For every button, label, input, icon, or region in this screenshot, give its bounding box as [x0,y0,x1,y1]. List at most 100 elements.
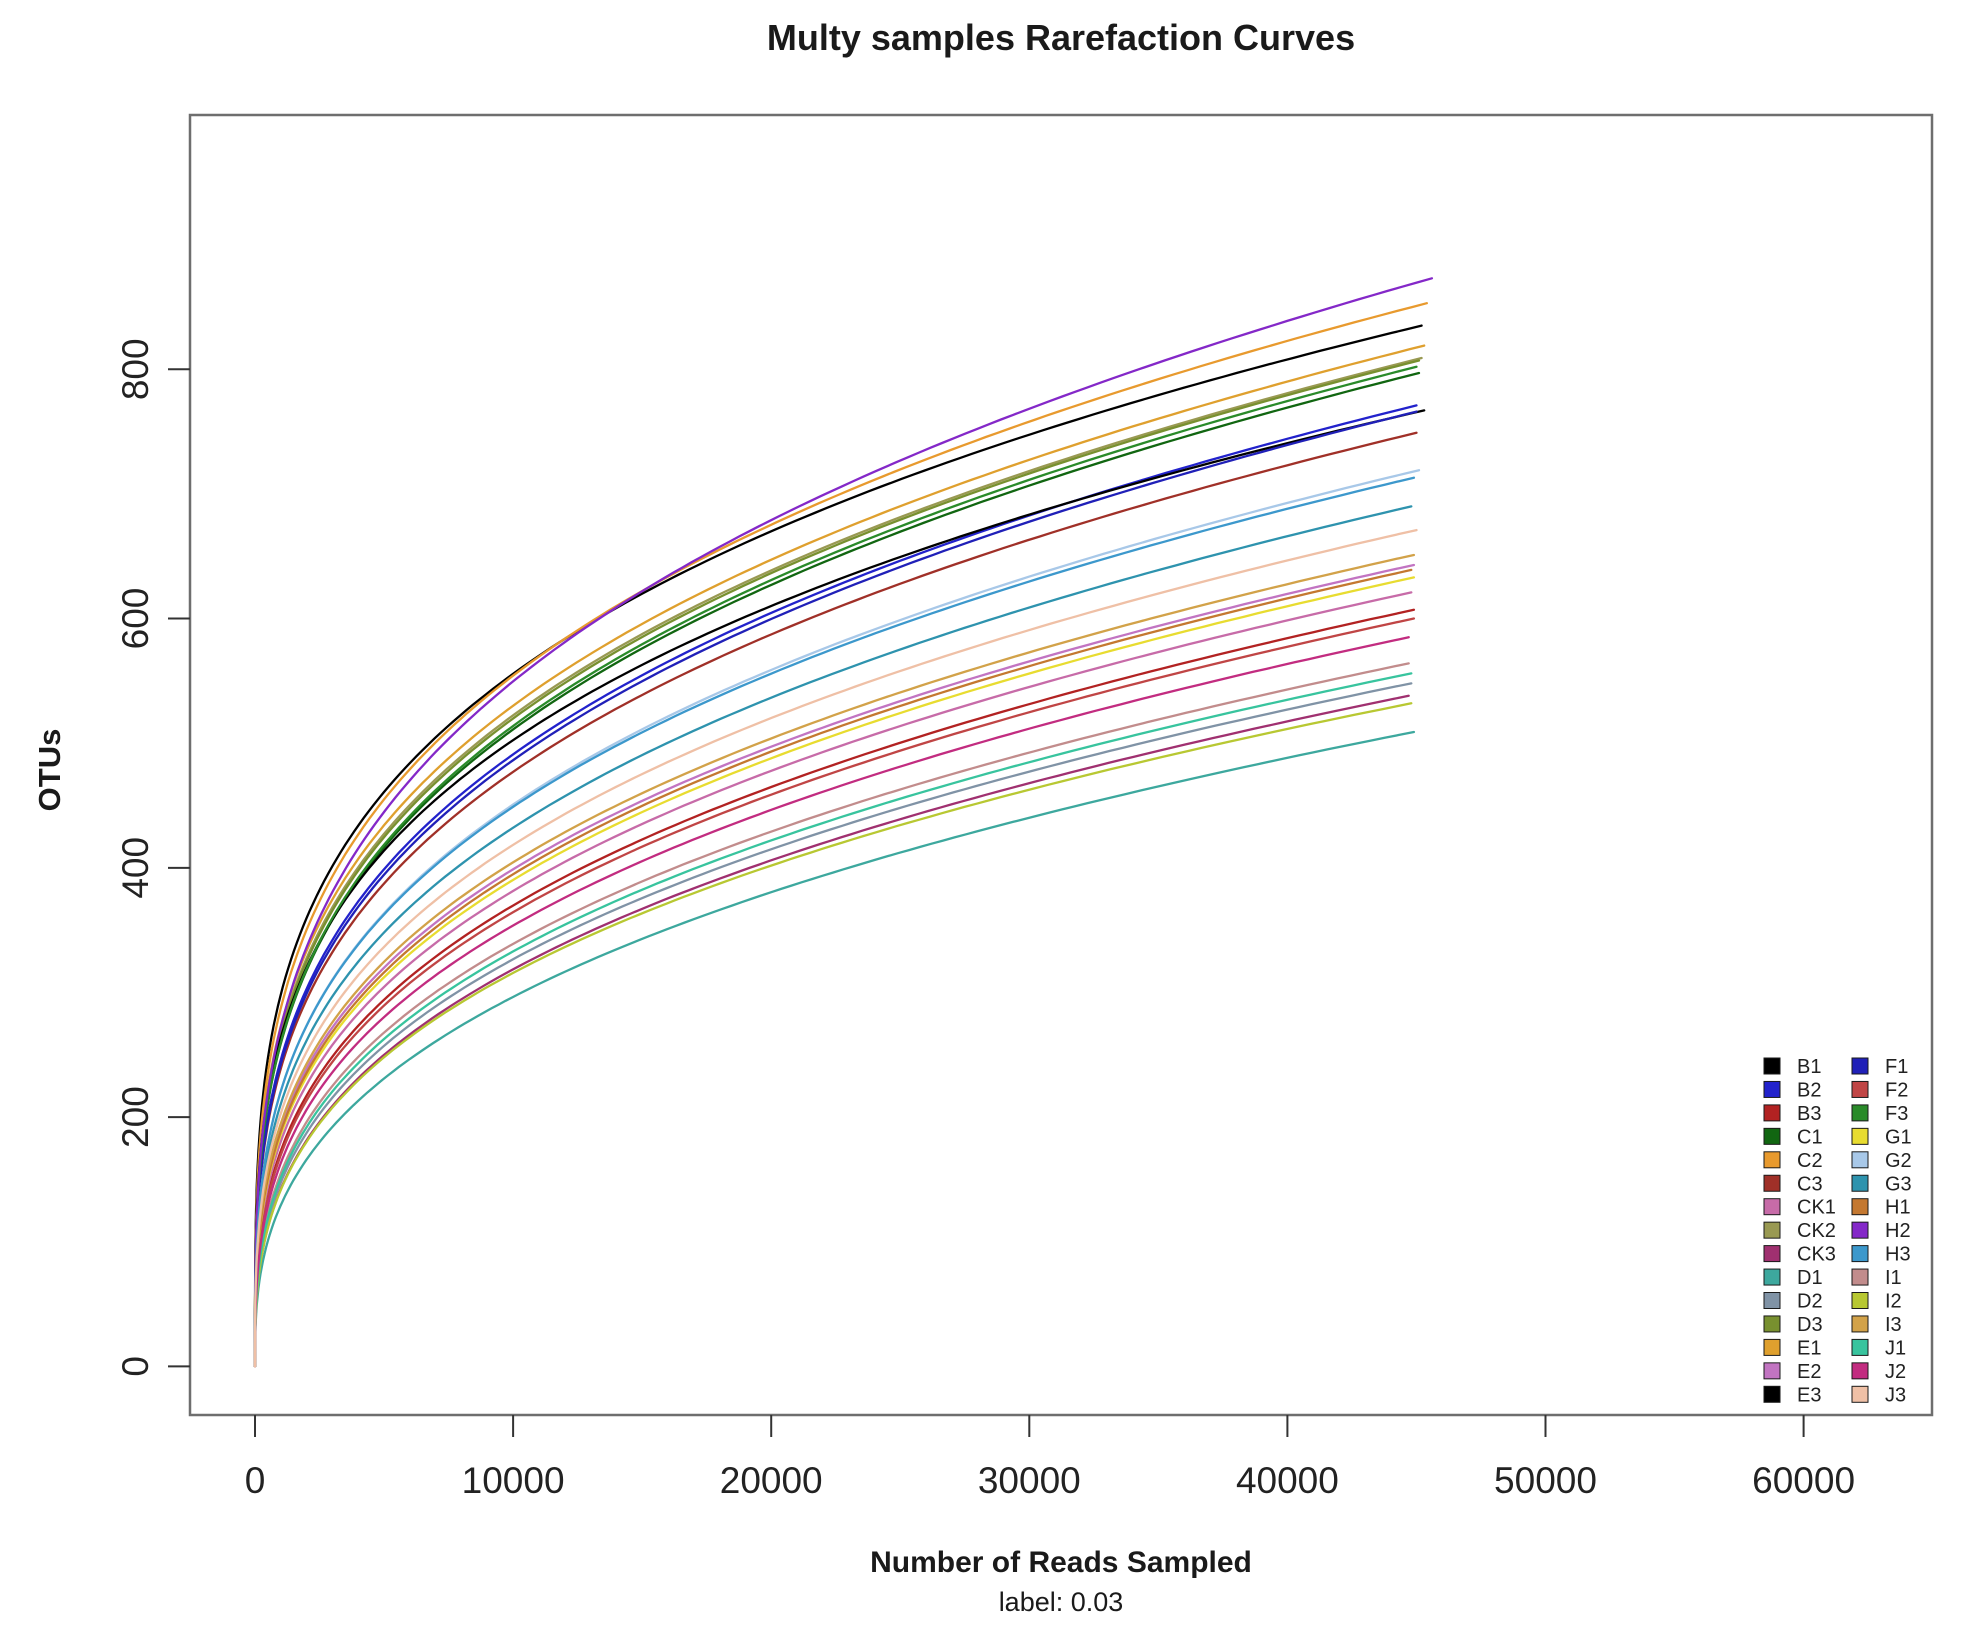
legend-swatch-CK1 [1763,1198,1781,1216]
legend-label-G1: G1 [1885,1126,1912,1148]
x-tick-label: 20000 [720,1460,823,1501]
curve-E2 [253,563,1416,1368]
legend-label-CK2: CK2 [1797,1220,1836,1242]
legend-label-C3: C3 [1797,1173,1823,1195]
legend-label-B2: B2 [1797,1079,1821,1101]
x-axis-sublabel: label: 0.03 [999,1587,1124,1617]
legend-label-D1: D1 [1797,1267,1823,1289]
chart-title: Multy samples Rarefaction Curves [767,17,1355,58]
legend-label-CK1: CK1 [1797,1197,1836,1219]
legend-swatch-D1 [1763,1268,1781,1286]
legend-label-E3: E3 [1797,1384,1821,1406]
legend-swatch-G1 [1851,1127,1869,1145]
legend-swatch-D3 [1763,1315,1781,1333]
legend-swatch-F2 [1851,1080,1869,1098]
legend-label-E2: E2 [1797,1361,1821,1383]
legend-swatch-B2 [1763,1080,1781,1098]
curve-C3 [253,431,1418,1368]
legend-label-F3: F3 [1885,1103,1908,1125]
x-tick-label: 10000 [462,1460,565,1501]
curve-F3 [253,365,1418,1368]
legend-label-B3: B3 [1797,1103,1821,1125]
curve-H3 [253,476,1416,1368]
legend-label-J3: J3 [1885,1384,1906,1406]
y-tick-label: 400 [115,837,156,899]
curve-G1 [253,576,1416,1368]
legend-swatch-I2 [1851,1292,1869,1309]
legend-label-B1: B1 [1797,1056,1821,1078]
legend-swatch-C2 [1763,1151,1781,1169]
legend-label-F2: F2 [1885,1079,1908,1101]
curve-J3 [253,528,1418,1368]
curve-H2 [253,277,1434,1368]
legend-swatch-H2 [1851,1221,1869,1239]
legend-swatch-D2 [1763,1292,1781,1309]
legend-label-F1: F1 [1885,1056,1908,1078]
y-tick-label: 800 [115,338,156,400]
curve-E1 [253,344,1426,1368]
curve-F1 [253,410,1418,1368]
curve-D3 [253,359,1421,1368]
legend-swatch-G2 [1851,1151,1869,1169]
y-axis-ticks: 0 200 400 600 800 [115,338,190,1377]
curve-G3 [253,505,1413,1368]
curve-C2 [253,302,1428,1368]
curve-I1 [253,662,1410,1368]
legend-label-D2: D2 [1797,1291,1823,1313]
legend-swatch-F1 [1851,1057,1869,1075]
legend-swatch-I1 [1851,1268,1869,1286]
x-tick-label: 30000 [978,1460,1081,1501]
curve-B3 [253,608,1416,1368]
curve-B1 [253,324,1423,1368]
legend-label-E1: E1 [1797,1337,1821,1359]
legend-swatch-B3 [1763,1104,1781,1122]
legend-label-I1: I1 [1885,1267,1902,1289]
x-axis-ticks: 0 10000 20000 30000 40000 50000 60000 [245,1415,1855,1501]
legend-swatch-E1 [1763,1338,1781,1356]
plot-border [188,113,1934,1417]
x-tick-label: 60000 [1752,1460,1855,1501]
legend-label-G2: G2 [1885,1150,1912,1172]
legend-swatch-J3 [1851,1385,1869,1403]
legend-label-D3: D3 [1797,1314,1823,1336]
legend-label-I2: I2 [1885,1291,1902,1313]
legend-swatch-E2 [1763,1362,1781,1380]
x-axis-label: Number of Reads Sampled [870,1546,1252,1579]
legend-label-I3: I3 [1885,1314,1902,1336]
legend-swatch-CK2 [1763,1221,1781,1239]
legend-swatch-G3 [1851,1174,1869,1192]
legend-swatch-B1 [1763,1057,1781,1075]
legend-label-J1: J1 [1885,1337,1906,1359]
legend-label-G3: G3 [1885,1173,1912,1195]
curve-I3 [253,553,1416,1368]
legend-label-H3: H3 [1885,1244,1911,1266]
curve-J1 [253,672,1413,1368]
y-axis-label: OTUs [32,729,67,812]
curve-D2 [253,682,1413,1368]
curve-F2 [253,617,1416,1368]
legend-label-J2: J2 [1885,1361,1906,1383]
legend: B1B2B3C1C2C3CK1CK2CK3D1D2D3E1E2E3F1F2F3G… [1763,1056,1912,1406]
y-tick-label: 200 [115,1086,156,1148]
legend-swatch-C3 [1763,1174,1781,1192]
plot-box [188,113,1934,1417]
x-tick-label: 0 [245,1460,266,1501]
legend-swatch-F3 [1851,1104,1869,1122]
legend-label-H2: H2 [1885,1220,1911,1242]
curve-D1 [253,730,1416,1368]
curve-H1 [253,568,1413,1368]
legend-swatch-H3 [1851,1245,1869,1263]
x-tick-label: 50000 [1494,1460,1597,1501]
curve-CK1 [253,591,1413,1368]
curve-I2 [253,702,1413,1368]
x-tick-label: 40000 [1236,1460,1339,1501]
legend-swatch-CK3 [1763,1245,1781,1263]
legend-label-H1: H1 [1885,1197,1911,1219]
legend-swatch-I3 [1851,1315,1869,1333]
curves-group [253,277,1434,1368]
legend-swatch-J2 [1851,1362,1869,1380]
legend-label-C2: C2 [1797,1150,1823,1172]
legend-label-C1: C1 [1797,1126,1823,1148]
